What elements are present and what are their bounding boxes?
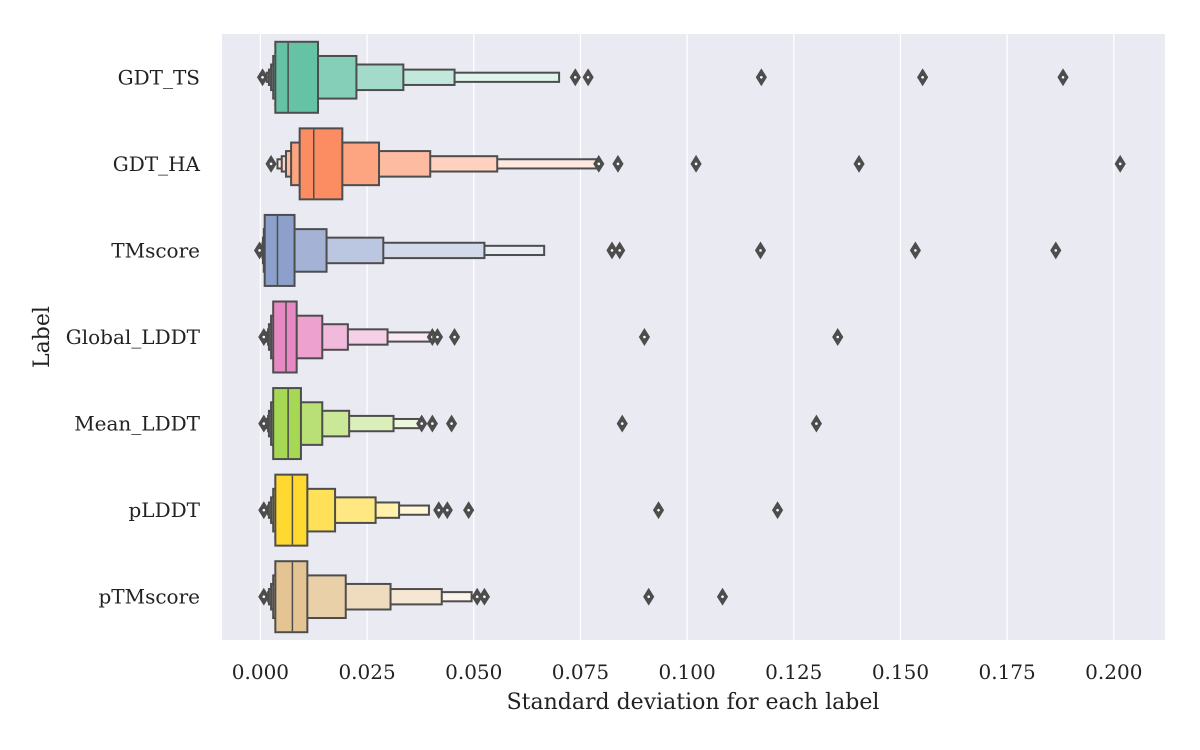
outlier-center	[450, 422, 453, 425]
boxen-level	[274, 473, 309, 547]
outlier-center	[694, 162, 698, 166]
y-tick-label-mean-lddt: Mean_LDDT	[74, 412, 200, 436]
boxen-level	[274, 40, 320, 114]
y-tick-label-plddt: pLDDT	[129, 498, 201, 522]
boxen-level	[298, 127, 344, 201]
x-tick-label: 0.000	[232, 660, 289, 684]
x-tick-label: 0.100	[658, 660, 715, 684]
outlier-center	[1118, 162, 1122, 166]
outlier-center	[914, 249, 917, 252]
y-tick-label-gdt-ha: GDT_HA	[113, 152, 201, 176]
outliers-tmscore	[253, 241, 1062, 260]
outlier-center	[262, 508, 266, 512]
outlier-markers	[253, 68, 1126, 606]
outlier-center	[760, 75, 763, 79]
outliers-ptmscore	[258, 587, 729, 606]
outlier-center	[262, 595, 266, 599]
x-tick-label: 0.200	[1085, 660, 1142, 684]
outlier-center	[420, 422, 423, 425]
outliers-gdt-ha	[265, 154, 1126, 173]
outlier-center	[445, 508, 449, 512]
outlier-center	[436, 335, 439, 339]
outlier-center	[475, 595, 479, 599]
outlier-center	[431, 422, 434, 425]
y-tick-labels: GDT_TS GDT_HA TMscore Global_LDDT Mean_LDDTp…	[66, 65, 201, 608]
x-tick-labels: 0.000 0.025 0.050 0.075 0.100 0.125 0.150 0.175…	[232, 660, 1143, 684]
outlier-center	[721, 595, 724, 599]
outlier-center	[597, 162, 601, 166]
x-tick-label: 0.125	[765, 660, 822, 684]
x-tick-label: 0.075	[552, 660, 609, 684]
boxen-level	[272, 300, 298, 374]
outlier-center	[618, 249, 621, 252]
outlier-center	[586, 75, 590, 79]
x-tick-label: 0.175	[978, 660, 1035, 684]
outlier-center	[467, 508, 470, 512]
outlier-center	[1054, 249, 1058, 252]
x-tick-label: 0.150	[872, 660, 929, 684]
boxen-global-lddt	[265, 300, 435, 374]
x-axis-title: Standard deviation for each label	[507, 690, 880, 715]
outlier-center	[574, 75, 577, 79]
outliers-gdt-ts	[256, 68, 1069, 87]
outlier-center	[261, 75, 264, 79]
boxen-mean-lddt	[265, 387, 422, 461]
boxen-level	[272, 387, 302, 461]
boxen-gdt-ts	[265, 40, 561, 114]
y-tick-label-global-lddt: Global_LDDT	[66, 325, 201, 349]
outlier-center	[262, 422, 266, 425]
boxen-level	[274, 560, 309, 634]
outlier-center	[836, 335, 840, 339]
outlier-center	[1061, 75, 1065, 79]
y-tick-label-ptmscore: pTMscore	[98, 585, 200, 609]
boxen-ptmscore	[267, 560, 473, 634]
boxen-gdt-ha	[276, 127, 599, 201]
boxen-series	[261, 40, 599, 634]
outlier-center	[437, 508, 441, 512]
outlier-center	[921, 75, 924, 79]
y-axis-title: Label	[30, 306, 55, 368]
outlier-center	[657, 508, 660, 512]
outlier-center	[643, 335, 646, 339]
x-tick-label: 0.025	[338, 660, 395, 684]
outlier-center	[262, 335, 266, 339]
outlier-center	[616, 162, 620, 166]
outliers-plddt	[258, 501, 784, 520]
outlier-center	[269, 162, 273, 166]
boxen-level	[263, 213, 296, 287]
outlier-center	[815, 422, 818, 425]
outliers-mean-lddt	[258, 414, 822, 433]
outlier-center	[647, 595, 650, 599]
outlier-center	[258, 249, 261, 252]
outlier-center	[620, 422, 624, 425]
outlier-center	[483, 595, 486, 599]
outlier-center	[453, 335, 456, 339]
y-tick-label-tmscore: TMscore	[111, 238, 200, 262]
outlier-center	[610, 249, 614, 252]
outlier-center	[759, 249, 762, 252]
outlier-center	[776, 508, 779, 512]
outliers-global-lddt	[258, 328, 844, 346]
outlier-center	[857, 162, 861, 166]
x-tick-label: 0.050	[445, 660, 502, 684]
y-tick-label-gdt-ts: GDT_TS	[118, 65, 200, 89]
